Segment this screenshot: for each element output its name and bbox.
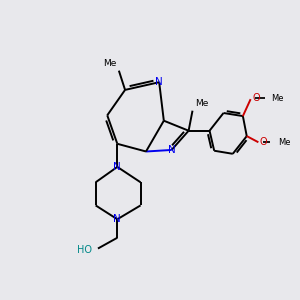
- Text: Me: Me: [271, 94, 283, 103]
- Text: O: O: [252, 93, 260, 103]
- Text: N: N: [168, 145, 176, 155]
- Text: HO: HO: [77, 245, 92, 255]
- Text: N: N: [155, 77, 163, 87]
- Text: Me: Me: [103, 58, 116, 68]
- Text: Me: Me: [278, 138, 291, 147]
- Text: N: N: [113, 162, 121, 172]
- Text: Me: Me: [196, 99, 209, 108]
- Text: N: N: [113, 214, 121, 224]
- Text: O: O: [260, 137, 268, 147]
